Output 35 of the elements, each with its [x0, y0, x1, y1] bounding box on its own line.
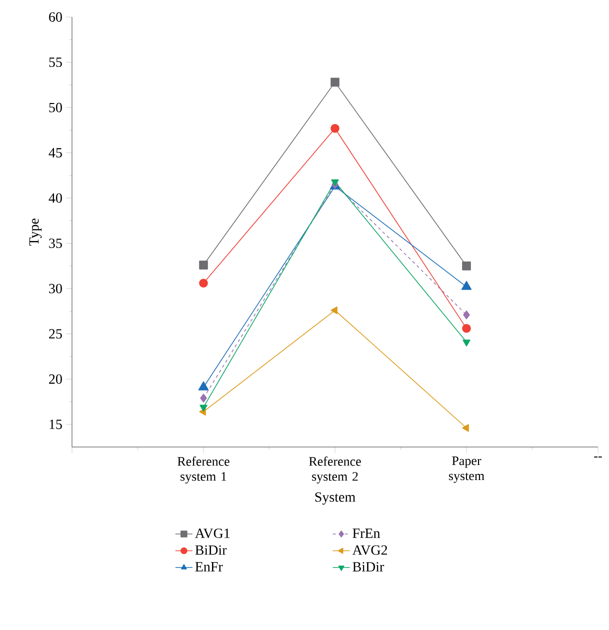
y-tick-label: 50 [49, 102, 62, 112]
point [330, 124, 340, 133]
legend-label: FrEn [352, 528, 380, 538]
x-tick-label: Reference system 2 [309, 456, 361, 484]
point [199, 260, 208, 270]
point [330, 306, 338, 314]
y-tick-label: 25 [49, 329, 62, 339]
y-axis-title: Type [29, 218, 42, 246]
legend-label: BiDir [352, 562, 384, 572]
point [331, 179, 339, 186]
x-tick-label: Paper system [448, 456, 484, 483]
legend-label: AVG1 [195, 528, 230, 538]
point [462, 262, 471, 270]
point [200, 394, 207, 403]
y-tick-label: 15 [50, 420, 62, 430]
y-tick-label: 60 [49, 12, 62, 22]
legend-label: BiDir [195, 545, 227, 555]
point [199, 278, 208, 288]
x-axis-title: System [315, 492, 356, 505]
y-tick-label: 30 [49, 284, 62, 294]
point [330, 78, 340, 87]
point [462, 324, 471, 333]
legend-label: EnFr [195, 562, 223, 572]
y-tick-label: 40 [48, 193, 62, 203]
y-tick-label: 20 [49, 374, 62, 384]
legend-label: AVG2 [352, 545, 388, 555]
point [463, 310, 470, 320]
point [462, 424, 469, 432]
x-tick-label: Reference system 1 [178, 456, 230, 484]
y-tick-label: 35 [49, 238, 62, 248]
x-tick-label: -- [594, 456, 602, 458]
point [462, 340, 470, 346]
point [200, 404, 208, 412]
y-tick-label: 55 [49, 58, 62, 67]
y-tick-label: 45 [48, 148, 62, 158]
